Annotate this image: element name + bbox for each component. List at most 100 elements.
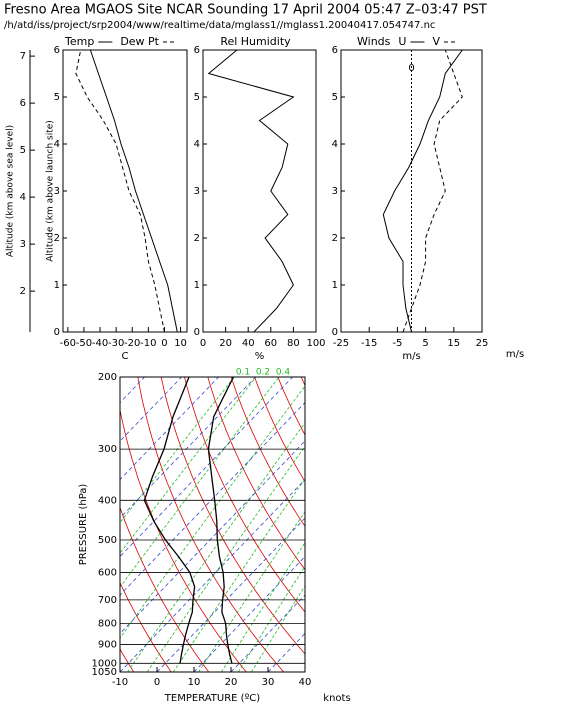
panel-title: Rel Humidity xyxy=(220,35,291,48)
x-tick-label: 10 xyxy=(188,677,201,688)
x-tick-label: 30 xyxy=(262,677,275,688)
page-title: Fresno Area MGAOS Site NCAR Sounding 17 … xyxy=(4,3,487,18)
y-tick-label: 5 xyxy=(332,92,338,103)
zero-line-label: 0 xyxy=(408,63,414,74)
profile-line xyxy=(89,49,178,333)
dry-adiabat xyxy=(254,377,305,483)
x-tick-label: 0 xyxy=(161,338,167,349)
mixing-ratio-line xyxy=(120,377,257,554)
y-tick-label: 4 xyxy=(194,139,200,150)
y-tick-label: 0 xyxy=(54,327,60,338)
x-tick-label: -25 xyxy=(333,338,349,349)
mixing-ratio-line xyxy=(251,585,305,672)
x-tick-label: 5 xyxy=(422,338,428,349)
mixing-ratio-line xyxy=(120,385,305,639)
y-tick-label: 2 xyxy=(194,233,200,244)
x-tick-label: 20 xyxy=(225,677,238,688)
profile-line xyxy=(382,49,463,333)
y-tick-label: 4 xyxy=(332,139,338,150)
mixing-ratio-line xyxy=(198,510,305,672)
dry-adiabat xyxy=(0,377,59,672)
dry-adiabat xyxy=(120,581,172,672)
x-tick-label: -30 xyxy=(108,338,124,349)
file-path: /h/atd/iss/project/srp2004/www/realtime/… xyxy=(4,20,435,31)
dry-adiabat xyxy=(418,377,567,672)
mixing-ratio-line xyxy=(172,478,305,672)
x-axis-label: % xyxy=(255,351,265,362)
dry-adiabat xyxy=(120,407,247,672)
dry-adiabat xyxy=(511,377,567,672)
x-axis-label: TEMPERATURE (ºC) xyxy=(164,693,260,704)
y2-tick-label: 5 xyxy=(20,145,26,156)
y-tick-label: 3 xyxy=(194,186,200,197)
y-tick-label: 5 xyxy=(54,92,60,103)
panel-heading: Temp Dew Pt xyxy=(64,35,178,48)
y-tick-label: 900 xyxy=(98,640,117,651)
mixing-ratio-line xyxy=(146,445,305,672)
barb-units: m/s xyxy=(506,349,524,360)
dry-adiabat xyxy=(207,377,305,571)
isotherm xyxy=(120,377,145,404)
profile-line xyxy=(402,49,463,333)
x-tick-label: 20 xyxy=(219,338,232,349)
y-tick-label: 6 xyxy=(194,45,200,56)
dry-adiabat xyxy=(441,377,567,672)
barb-units: knots xyxy=(323,693,350,704)
y-tick-label: 6 xyxy=(54,45,60,56)
sounding-trace xyxy=(143,377,196,664)
x-tick-label: 0 xyxy=(154,677,160,688)
x-tick-label: -10 xyxy=(140,338,156,349)
isotherm xyxy=(120,440,305,635)
y-tick-label: 600 xyxy=(98,567,117,578)
dry-adiabat xyxy=(300,377,305,387)
x-axis-label: m/s xyxy=(402,351,420,362)
x-tick-label: -60 xyxy=(60,338,76,349)
dry-adiabat xyxy=(325,377,567,672)
y-tick-label: 4 xyxy=(54,139,60,150)
isotherm xyxy=(230,594,305,672)
x-tick-label: 25 xyxy=(476,338,489,349)
isotherm xyxy=(0,377,34,672)
y-tick-label: 1050 xyxy=(92,667,117,678)
dry-adiabat xyxy=(160,377,305,655)
dry-adiabat xyxy=(348,377,567,672)
y-tick-label: 0 xyxy=(194,327,200,338)
mixing-ratio-label: 0.2 xyxy=(256,368,270,378)
dry-adiabat xyxy=(371,377,567,672)
mixing-ratio-line xyxy=(120,377,280,588)
y-tick-label: 1 xyxy=(332,280,338,291)
isotherm xyxy=(193,555,305,672)
x-tick-label: -10 xyxy=(112,677,128,688)
x-tick-label: 40 xyxy=(242,338,255,349)
y-axis-label: PRESSURE (hPa) xyxy=(78,484,89,566)
y2-tick-label: 6 xyxy=(20,98,26,109)
legend-label: Dew Pt xyxy=(120,35,159,48)
profile-line xyxy=(75,49,165,333)
profile-line xyxy=(207,49,295,333)
x-tick-label: 10 xyxy=(174,338,187,349)
y-tick-label: 200 xyxy=(98,372,117,383)
mixing-ratio-line xyxy=(237,565,305,672)
isotherm xyxy=(120,377,293,558)
mixing-ratio-label: 0.4 xyxy=(276,368,291,378)
legend-label: V xyxy=(432,35,440,48)
y-tick-label: 300 xyxy=(98,444,117,455)
x-tick-label: 0 xyxy=(200,338,206,349)
y2-axis-label: Altitude (km above sea level) xyxy=(6,125,16,257)
y-tick-label: 3 xyxy=(332,186,338,197)
y-axis-label: Altitude (km above launch site) xyxy=(46,120,56,262)
y2-tick-label: 7 xyxy=(20,51,26,62)
y2-tick-label: 4 xyxy=(20,192,26,203)
dry-adiabat xyxy=(0,377,21,672)
panel-heading: Winds U V xyxy=(357,35,458,48)
y-tick-label: 800 xyxy=(98,619,117,630)
x-tick-label: -20 xyxy=(124,338,140,349)
panel-heading: Rel Humidity xyxy=(220,35,291,48)
y2-tick-label: 3 xyxy=(20,239,26,250)
y2-tick-label: 2 xyxy=(20,286,26,297)
x-tick-label: -50 xyxy=(76,338,92,349)
x-tick-label: 80 xyxy=(287,338,300,349)
dry-adiabat xyxy=(488,377,567,672)
y-tick-label: 5 xyxy=(194,92,200,103)
